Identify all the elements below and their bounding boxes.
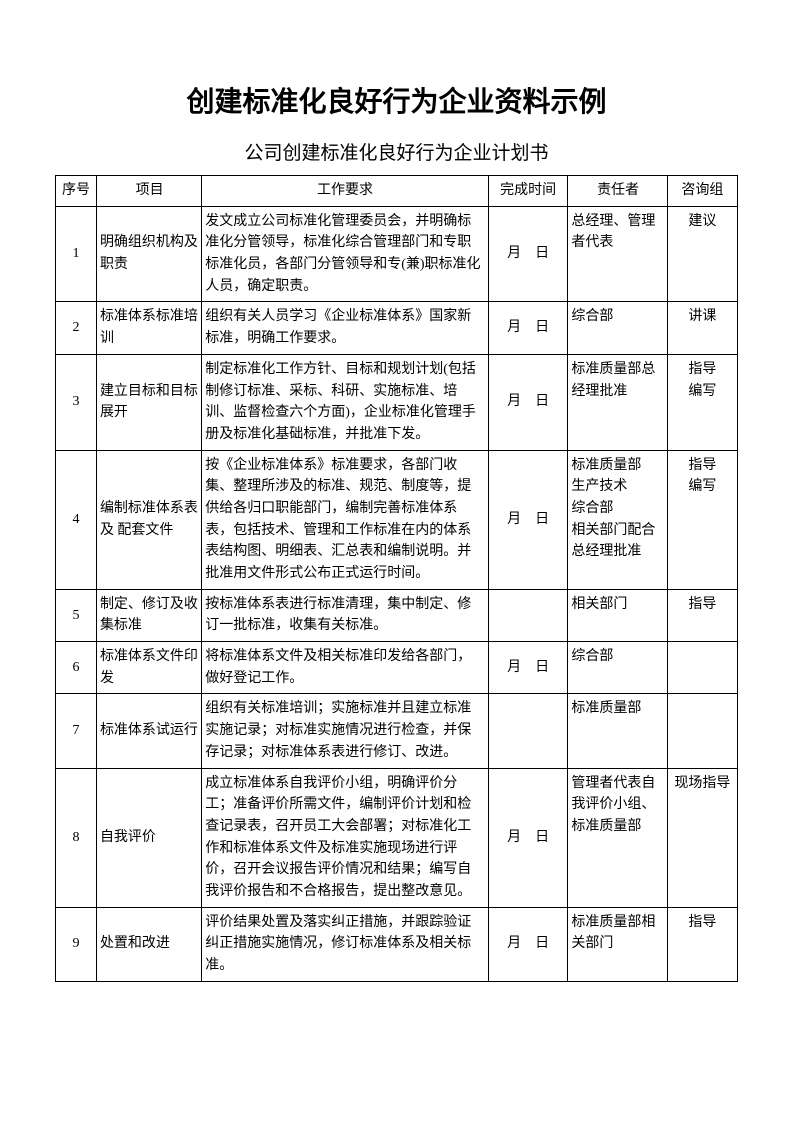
cell-consultant	[667, 642, 737, 694]
cell-requirement: 制定标准化工作方针、目标和规划计划(包括制修订标准、采标、科研、实施标准、培训、…	[202, 354, 489, 450]
cell-item: 自我评价	[96, 768, 201, 907]
cell-responsible: 管理者代表自我评价小组、标准质量部	[568, 768, 667, 907]
cell-time	[488, 589, 568, 641]
cell-requirement: 组织有关人员学习《企业标准体系》国家新标准，明确工作要求。	[202, 302, 489, 354]
document-subtitle: 公司创建标准化良好行为企业计划书	[55, 138, 738, 165]
cell-item: 标准体系试运行	[96, 694, 201, 768]
cell-number: 6	[56, 642, 97, 694]
cell-consultant: 指导	[667, 589, 737, 641]
cell-item: 建立目标和目标展开	[96, 354, 201, 450]
table-row: 9处置和改进评价结果处置及落实纠正措施，并跟踪验证纠正措施实施情况，修订标准体系…	[56, 907, 738, 981]
cell-item: 标准体系文件印发	[96, 642, 201, 694]
cell-time: 月 日	[488, 907, 568, 981]
cell-requirement: 组织有关标准培训；实施标准并且建立标准实施记录；对标准实施情况进行检查，并保存记…	[202, 694, 489, 768]
cell-time: 月 日	[488, 302, 568, 354]
cell-number: 2	[56, 302, 97, 354]
cell-responsible: 标准质量部 生产技术 综合部 相关部门配合 总经理批准	[568, 450, 667, 589]
cell-number: 9	[56, 907, 97, 981]
table-row: 7标准体系试运行组织有关标准培训；实施标准并且建立标准实施记录；对标准实施情况进…	[56, 694, 738, 768]
cell-responsible: 综合部	[568, 642, 667, 694]
cell-responsible: 标准质量部总经理批准	[568, 354, 667, 450]
table-row: 4编制标准体系表及 配套文件按《企业标准体系》标准要求，各部门收集、整理所涉及的…	[56, 450, 738, 589]
cell-requirement: 将标准体系文件及相关标准印发给各部门，做好登记工作。	[202, 642, 489, 694]
header-consultant: 咨询组	[667, 176, 737, 207]
cell-number: 7	[56, 694, 97, 768]
cell-item: 编制标准体系表及 配套文件	[96, 450, 201, 589]
cell-number: 1	[56, 206, 97, 302]
cell-item: 处置和改进	[96, 907, 201, 981]
cell-responsible: 相关部门	[568, 589, 667, 641]
cell-consultant: 建议	[667, 206, 737, 302]
document-title: 创建标准化良好行为企业资料示例	[55, 80, 738, 120]
table-header-row: 序号 项目 工作要求 完成时间 责任者 咨询组	[56, 176, 738, 207]
cell-consultant: 现场指导	[667, 768, 737, 907]
table-row: 8自我评价成立标准体系自我评价小组，明确评价分工；准备评价所需文件，编制评价计划…	[56, 768, 738, 907]
cell-consultant: 讲课	[667, 302, 737, 354]
cell-number: 3	[56, 354, 97, 450]
table-row: 3建立目标和目标展开制定标准化工作方针、目标和规划计划(包括制修订标准、采标、科…	[56, 354, 738, 450]
cell-consultant: 指导	[667, 907, 737, 981]
cell-consultant: 指导 编写	[667, 354, 737, 450]
table-row: 2标准体系标准培训组织有关人员学习《企业标准体系》国家新标准，明确工作要求。月 …	[56, 302, 738, 354]
table-row: 1明确组织机构及职责发文成立公司标准化管理委员会，并明确标准化分管领导，标准化综…	[56, 206, 738, 302]
cell-time	[488, 694, 568, 768]
cell-time: 月 日	[488, 768, 568, 907]
cell-item: 标准体系标准培训	[96, 302, 201, 354]
cell-number: 8	[56, 768, 97, 907]
header-item: 项目	[96, 176, 201, 207]
cell-responsible: 综合部	[568, 302, 667, 354]
cell-requirement: 评价结果处置及落实纠正措施，并跟踪验证纠正措施实施情况，修订标准体系及相关标准。	[202, 907, 489, 981]
cell-time: 月 日	[488, 354, 568, 450]
table-row: 5制定、修订及收集标准按标准体系表进行标准清理，集中制定、修订一批标准，收集有关…	[56, 589, 738, 641]
table-row: 6标准体系文件印发将标准体系文件及相关标准印发给各部门，做好登记工作。月 日综合…	[56, 642, 738, 694]
plan-table: 序号 项目 工作要求 完成时间 责任者 咨询组 1明确组织机构及职责发文成立公司…	[55, 175, 738, 982]
cell-consultant: 指导 编写	[667, 450, 737, 589]
cell-responsible: 标准质量部相关部门	[568, 907, 667, 981]
cell-responsible: 标准质量部	[568, 694, 667, 768]
cell-item: 制定、修订及收集标准	[96, 589, 201, 641]
header-requirement: 工作要求	[202, 176, 489, 207]
cell-number: 5	[56, 589, 97, 641]
cell-requirement: 成立标准体系自我评价小组，明确评价分工；准备评价所需文件，编制评价计划和检查记录…	[202, 768, 489, 907]
cell-responsible: 总经理、管理者代表	[568, 206, 667, 302]
cell-requirement: 按标准体系表进行标准清理，集中制定、修订一批标准，收集有关标准。	[202, 589, 489, 641]
cell-item: 明确组织机构及职责	[96, 206, 201, 302]
header-time: 完成时间	[488, 176, 568, 207]
header-number: 序号	[56, 176, 97, 207]
cell-requirement: 发文成立公司标准化管理委员会，并明确标准化分管领导，标准化综合管理部门和专职标准…	[202, 206, 489, 302]
cell-time: 月 日	[488, 450, 568, 589]
cell-consultant	[667, 694, 737, 768]
cell-number: 4	[56, 450, 97, 589]
header-responsible: 责任者	[568, 176, 667, 207]
table-body: 1明确组织机构及职责发文成立公司标准化管理委员会，并明确标准化分管领导，标准化综…	[56, 206, 738, 981]
cell-time: 月 日	[488, 206, 568, 302]
cell-time: 月 日	[488, 642, 568, 694]
cell-requirement: 按《企业标准体系》标准要求，各部门收集、整理所涉及的标准、规范、制度等，提供给各…	[202, 450, 489, 589]
